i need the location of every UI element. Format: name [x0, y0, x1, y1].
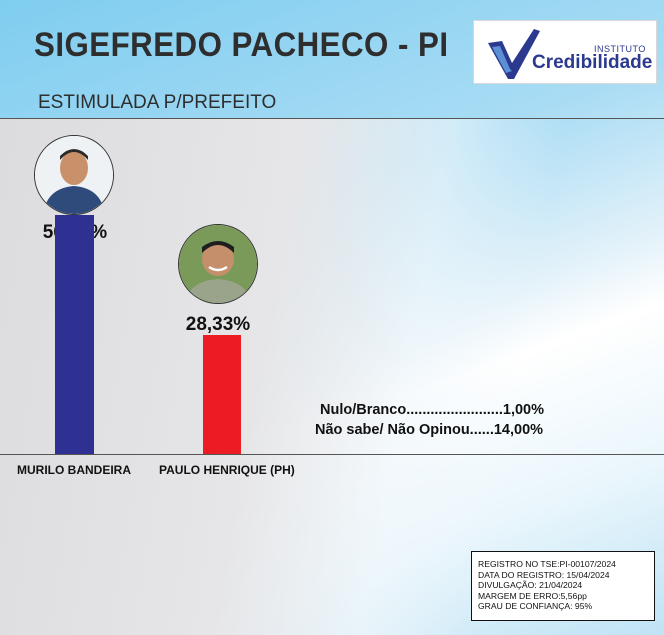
person-icon — [35, 136, 113, 214]
x-axis-line — [0, 454, 664, 455]
info-line: GRAU DE CONFIANÇA: 95% — [478, 601, 593, 611]
info-line: MARGEM DE ERRO:5,56pp — [478, 590, 587, 601]
registration-info-box: REGISTRO NO TSE:PI-00107/2024 DATA DO RE… — [471, 551, 655, 621]
chart-subtitle: ESTIMULADA P/PREFEITO — [38, 92, 277, 113]
logo-small-text: INSTITUTO — [594, 44, 646, 54]
person-icon — [179, 225, 257, 303]
logo-brand-text: Credibilidade — [532, 52, 653, 73]
info-line: DIVULGAÇÃO: 21/04/2024 — [478, 580, 583, 590]
bar-label-paulo: 28,33% — [185, 314, 251, 335]
chart-panel — [0, 118, 664, 635]
annotation-nulo-branco: Nulo/Branco........................1,00% — [320, 402, 544, 418]
bar-murilo — [55, 215, 94, 454]
category-label-murilo: MURILO BANDEIRA — [17, 463, 131, 477]
bar-paulo — [203, 334, 241, 454]
info-line: DATA DO REGISTRO: 15/04/2024 — [478, 569, 610, 580]
header-divider — [0, 118, 664, 119]
page-title: SIGEFREDO PACHECO - PI — [34, 26, 449, 64]
annotation-nao-sabe: Não sabe/ Não Opinou......14,00% — [315, 422, 544, 438]
info-line: REGISTRO NO TSE:PI-00107/2024 — [478, 559, 616, 569]
candidate-photo-paulo — [178, 224, 258, 304]
institute-logo: INSTITUTO Credibilidade — [473, 20, 657, 84]
checkmark-logo-icon — [488, 29, 540, 79]
candidate-photo-murilo — [34, 135, 114, 215]
category-label-paulo: PAULO HENRIQUE (PH) — [159, 463, 295, 477]
